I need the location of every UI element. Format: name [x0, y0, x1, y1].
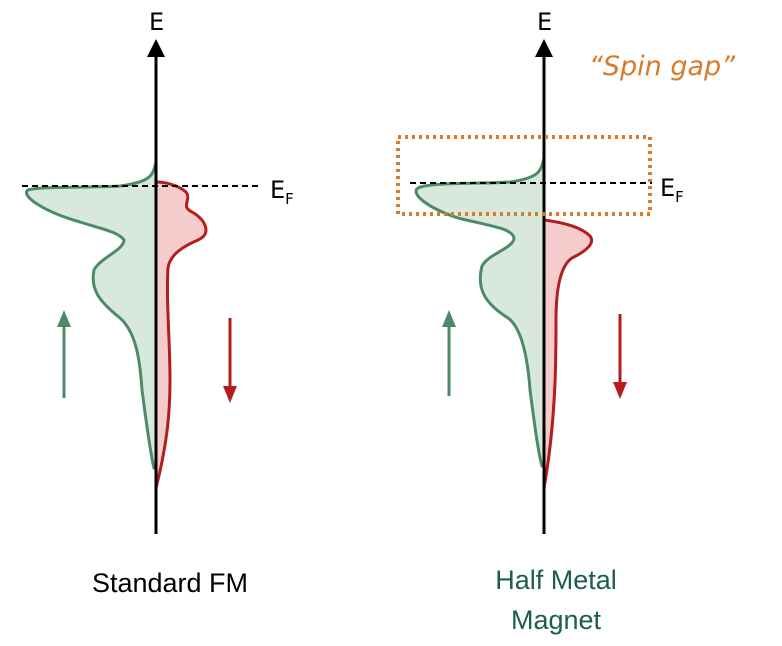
spin-up-arrow	[442, 310, 456, 396]
spin-gap-annotation: “Spin gap”	[589, 51, 736, 82]
spin-down-arrow	[223, 318, 237, 403]
fermi-level-label: EF	[660, 174, 684, 206]
spin-down-arrow	[613, 314, 627, 399]
spin-down-dos	[154, 180, 208, 489]
spin-up-dos	[414, 157, 546, 468]
energy-axis-label: E	[537, 8, 552, 36]
caption-half-metal-line1: Half Metal	[495, 565, 617, 595]
panel-half-metal-magnet: E EF “Spin gap” Half Metal Magnet	[396, 8, 736, 635]
spin-gap-box	[396, 135, 652, 216]
energy-axis-label: E	[149, 8, 164, 36]
caption-half-metal-line2: Magnet	[511, 605, 602, 635]
caption-standard-fm: Standard FM	[92, 568, 248, 598]
panel-standard-fm: E EF Standard FM	[22, 8, 294, 598]
spin-up-dos	[25, 161, 158, 470]
spin-up-arrow	[57, 310, 71, 398]
fermi-level-label: EF	[270, 176, 294, 208]
spin-down-dos	[542, 218, 593, 489]
